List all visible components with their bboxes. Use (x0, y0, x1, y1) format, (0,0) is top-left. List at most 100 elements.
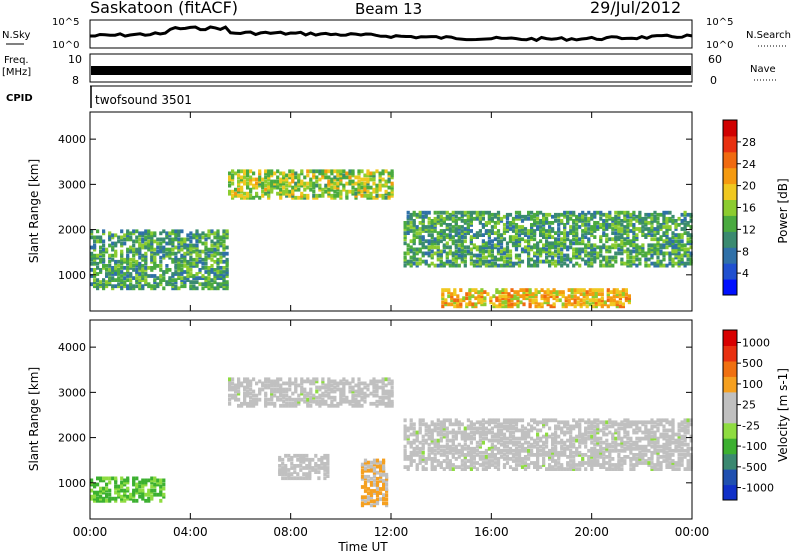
scatter-cell-band-0 (126, 284, 130, 289)
scatter-cell-band-1 (309, 169, 313, 174)
scatter-cell-band-4 (581, 463, 585, 467)
scatter-cell-band-0 (102, 264, 106, 268)
scatter-cell-band-1 (354, 191, 358, 196)
scatter-cell-band-0 (213, 249, 217, 254)
scatter-cell-band-4 (418, 418, 422, 423)
scatter-cell-band-2 (554, 263, 558, 268)
scatter-cell-band-4 (442, 459, 446, 463)
scatter-cell-band-2 (662, 233, 666, 237)
scatter-cell-band-3 (528, 288, 532, 292)
scatter-cell-band-4 (493, 453, 497, 457)
scatter-cell-band-4 (593, 455, 597, 459)
scatter-cell-band-4 (424, 467, 428, 471)
scatter-cell-band-3 (447, 302, 451, 307)
scatter-cell-band-2 (617, 210, 621, 215)
scatter-cell-band-3 (495, 290, 499, 294)
scatter-cell-band-3 (621, 292, 625, 296)
scatter-cell-band-2 (560, 221, 564, 225)
scatter-cell-band-4 (593, 436, 597, 441)
scatter-cell-band-0 (204, 280, 208, 284)
scatter-cell-band-4 (463, 461, 467, 465)
scatter-cell-band-0 (93, 284, 97, 289)
scatter-cell-band-4 (614, 428, 618, 433)
scatter-cell-band-2 (554, 249, 558, 254)
scatter-cell-band-3 (492, 304, 496, 309)
colorbar-swatch (723, 279, 737, 296)
scatter-cell-band-4 (533, 465, 537, 469)
scatter-cell-band-2 (293, 464, 297, 468)
scatter-cell-band-4 (466, 436, 470, 441)
scatter-cell-band-1 (378, 179, 382, 184)
scatter-cell-band-4 (611, 457, 615, 461)
scatter-cell-band-0 (126, 231, 130, 236)
scatter-cell-band-1 (300, 195, 304, 200)
scatter-cell-band-4 (593, 463, 597, 467)
scatter-cell-band-2 (656, 243, 660, 248)
scatter-cell-band-2 (520, 214, 525, 219)
scatter-cell-band-4 (629, 457, 633, 461)
scatter-cell-band-0 (159, 249, 163, 254)
scatter-cell-band-0 (114, 486, 118, 491)
scatter-cell-band-0 (189, 239, 193, 244)
scatter-cell-band-2 (644, 219, 648, 223)
scatter-cell-band-4 (487, 422, 491, 427)
scatter-cell-band-2 (511, 235, 516, 239)
scatter-cell-band-2 (608, 216, 612, 221)
scatter-cell-band-4 (508, 424, 513, 429)
scatter-cell-band-1 (291, 173, 295, 178)
scatter-cell-band-4 (433, 448, 437, 453)
scatter-cell-band-2 (638, 261, 642, 266)
scatter-cell-band-1 (315, 377, 319, 382)
scatter-cell-band-2 (650, 212, 654, 217)
scatter-cell-band-1 (342, 183, 346, 188)
scatter-cell-band-2 (551, 229, 555, 233)
scatter-cell-band-2 (602, 257, 606, 262)
scatter-cell-band-0 (114, 251, 118, 256)
scatter-cell-band-4 (499, 455, 504, 459)
scatter-cell-band-0 (216, 251, 220, 256)
scatter-cell-band-1 (324, 399, 328, 404)
scatter-cell-band-4 (412, 446, 416, 451)
scatter-cell-band-4 (629, 467, 633, 471)
scatter-cell-band-0 (222, 259, 226, 264)
scatter-cell-band-1 (354, 401, 358, 406)
scatter-cell-band-3 (441, 296, 445, 301)
scatter-cell-band-4 (433, 440, 437, 445)
scatter-cell-band-2 (686, 233, 690, 237)
scatter-cell-band-4 (593, 446, 597, 451)
scatter-cell-band-2 (665, 219, 669, 223)
scatter-cell-band-0 (219, 259, 223, 264)
scatter-cell-band-1 (270, 389, 274, 394)
scatter-cell-band-2 (644, 233, 648, 237)
scatter-cell-band-2 (460, 225, 464, 229)
scatter-cell-band-1 (351, 191, 355, 196)
scatter-cell-band-1 (270, 173, 274, 178)
scatter-cell-band-4 (445, 444, 449, 449)
scatter-cell-band-2 (647, 227, 651, 231)
scatter-cell-band-1 (339, 389, 343, 394)
scatter-cell-band-2 (542, 214, 546, 219)
scatter-cell-band-2 (469, 247, 473, 252)
scatter-cell-band-4 (677, 424, 681, 429)
scatter-cell-band-1 (339, 391, 343, 396)
scatter-cell-band-1 (294, 399, 298, 404)
scatter-cell-band-4 (406, 426, 410, 431)
scatter-cell-band-3 (582, 298, 586, 303)
scatter-cell-band-4 (466, 465, 470, 469)
scatter-cell-band-1 (249, 403, 253, 408)
scatter-cell-band-4 (671, 453, 675, 457)
scatter-cell-band-0 (159, 241, 163, 246)
scatter-cell-band-0 (165, 231, 169, 236)
scatter-cell-band-2 (481, 239, 485, 244)
scatter-cell-band-1 (264, 175, 268, 180)
scatter-cell-band-4 (487, 428, 491, 433)
scatter-cell-band-4 (590, 455, 594, 459)
scatter-cell-band-0 (117, 259, 121, 264)
scatter-cell-band-2 (566, 221, 570, 225)
scatter-cell-band-3 (573, 290, 577, 294)
scatter-cell-band-0 (123, 272, 127, 276)
scatter-cell-band-2 (611, 243, 615, 248)
scatter-cell-band-0 (114, 261, 118, 266)
scatter-cell-band-4 (620, 436, 624, 441)
scatter-cell-band-1 (351, 171, 355, 176)
